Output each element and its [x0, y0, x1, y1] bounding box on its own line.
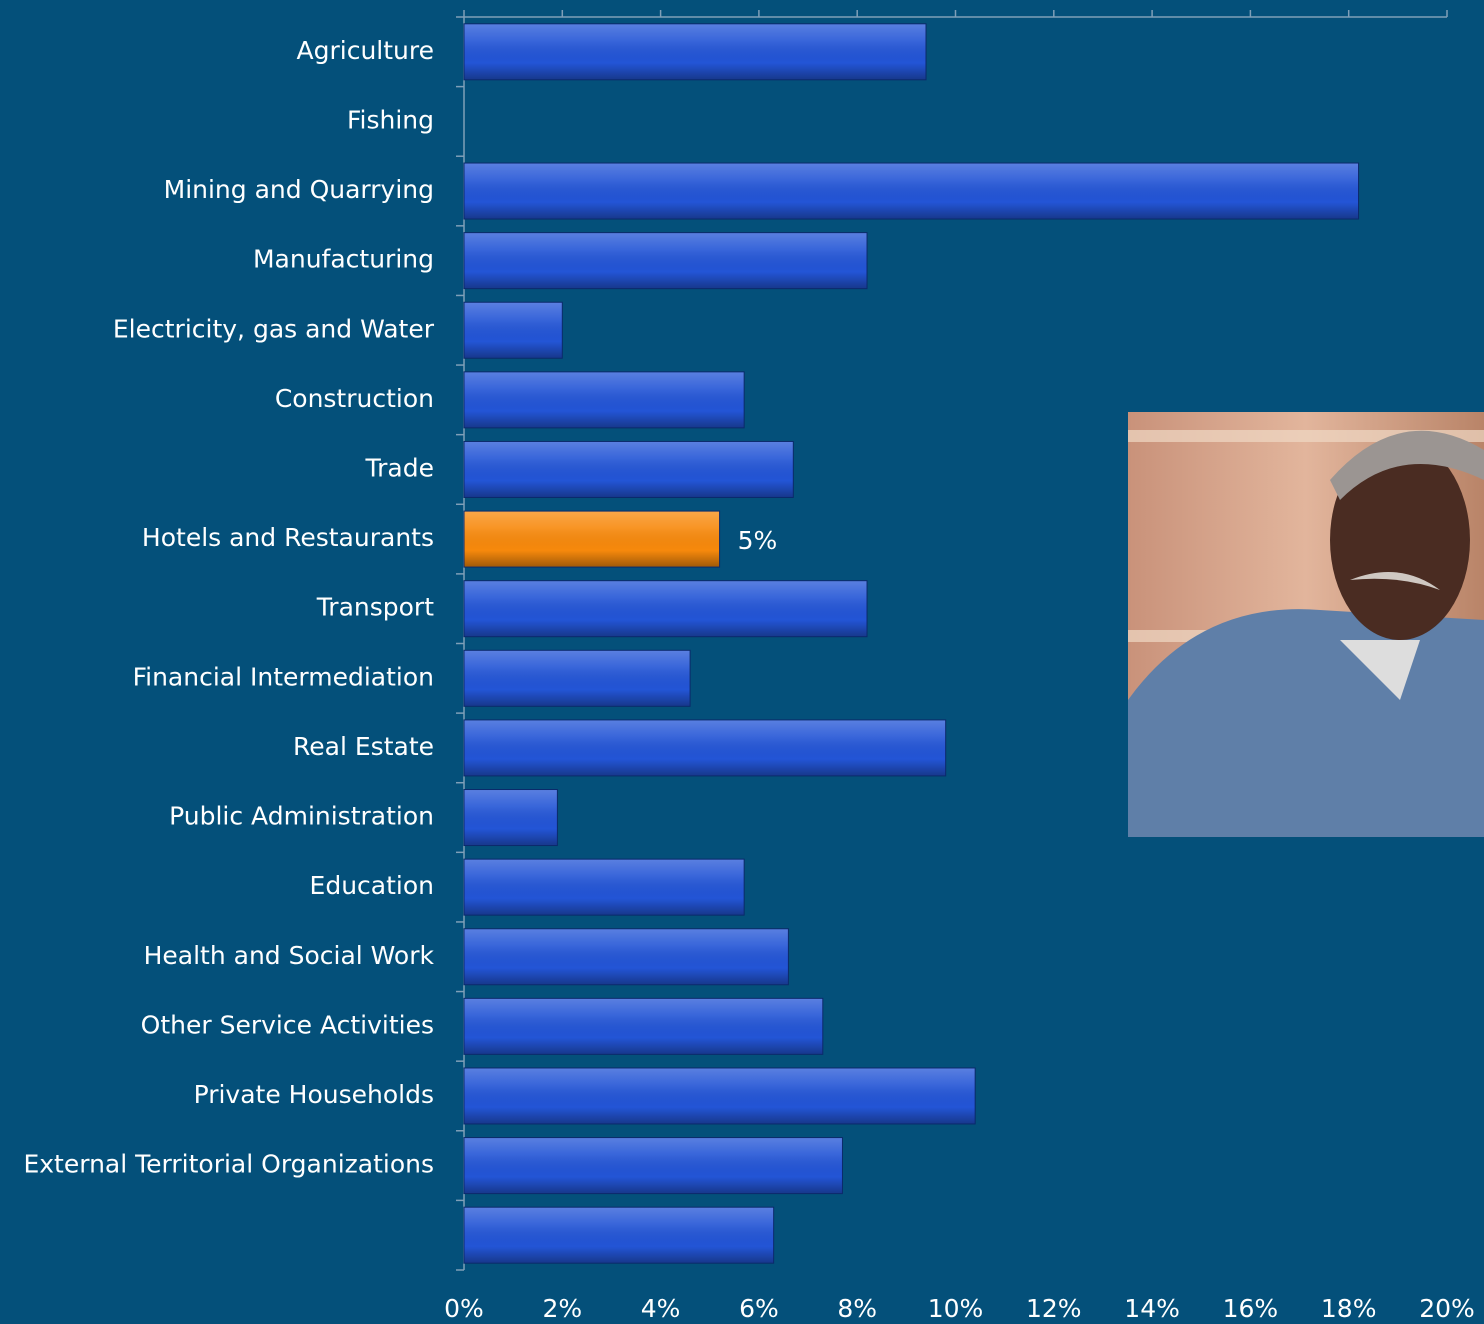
x-tick-label: 18% — [1321, 1294, 1377, 1323]
y-tick-label: Manufacturing — [253, 245, 434, 274]
bar-shine — [464, 233, 867, 289]
bar-shine — [464, 720, 946, 776]
bar-shine — [464, 372, 744, 428]
bar-shine — [464, 1138, 842, 1194]
y-tick-label: Trade — [365, 453, 434, 482]
y-tick-label: Health and Social Work — [144, 941, 435, 970]
value-label: 5% — [738, 526, 778, 555]
x-tick-label: 8% — [837, 1294, 877, 1323]
y-tick-label: Electricity, gas and Water — [113, 314, 435, 343]
chart: 0% 2% 4% 6% 8% 10% 12% 14% 16% 18% 20% Agriculture F… — [0, 0, 1484, 1324]
x-tick-label: 20% — [1419, 1294, 1475, 1323]
x-tick-label: 10% — [928, 1294, 984, 1323]
bar-shine — [464, 511, 720, 567]
bar-shine — [464, 581, 867, 637]
y-tick-label: Mining and Quarrying — [164, 175, 434, 204]
bar-shine — [464, 859, 744, 915]
y-tick-label: Private Households — [194, 1080, 434, 1109]
bar-shine — [464, 302, 562, 358]
x-tick-label: 16% — [1223, 1294, 1279, 1323]
x-tick-label: 0% — [444, 1294, 484, 1323]
y-tick-label: Fishing — [347, 105, 434, 134]
x-tick-label: 2% — [542, 1294, 582, 1323]
y-tick-label: Financial Intermediation — [133, 662, 434, 691]
bar-shine — [464, 998, 823, 1054]
bar-shine — [464, 441, 793, 497]
y-tick-label: Real Estate — [293, 732, 434, 761]
y-tick-label: Hotels and Restaurants — [142, 523, 434, 552]
x-tick-label: 12% — [1026, 1294, 1082, 1323]
y-tick-label: Other Service Activities — [141, 1010, 434, 1039]
bar-shine — [464, 163, 1359, 219]
bar-shine — [464, 650, 690, 706]
x-tick-label: 6% — [739, 1294, 779, 1323]
y-tick-label: Education — [310, 871, 434, 900]
y-tick-label: External Territorial Organizations — [23, 1150, 434, 1179]
bar-shine — [464, 790, 557, 846]
bar-shine — [464, 929, 788, 985]
x-tick-label: 4% — [641, 1294, 681, 1323]
bar-shine — [464, 1068, 975, 1124]
y-tick-label: Agriculture — [297, 36, 435, 65]
x-tick-label: 14% — [1124, 1294, 1180, 1323]
photo — [1128, 412, 1484, 837]
y-tick-label: Construction — [275, 384, 434, 413]
bar-shine — [464, 1207, 774, 1263]
y-tick-label: Public Administration — [169, 802, 434, 831]
bar-shine — [464, 24, 926, 80]
y-tick-label: Transport — [316, 593, 435, 622]
